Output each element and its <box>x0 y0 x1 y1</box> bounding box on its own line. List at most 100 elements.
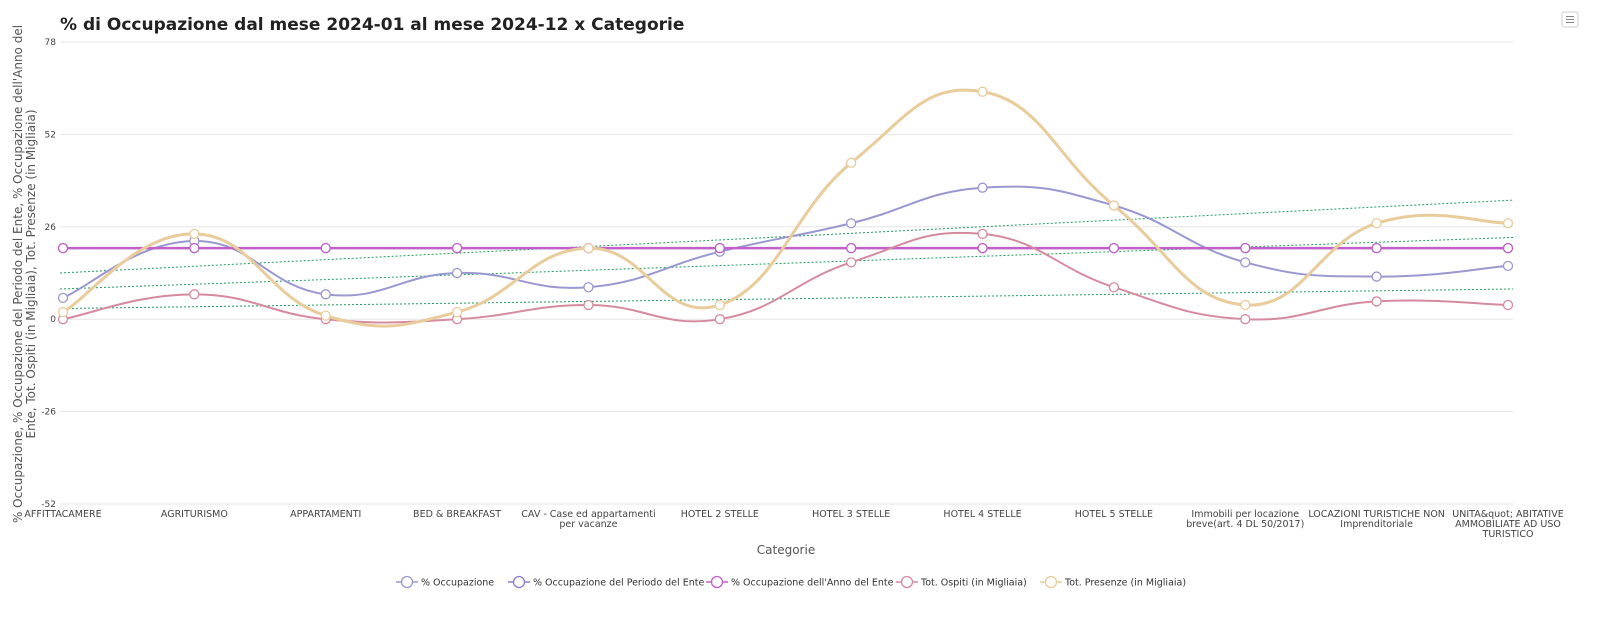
x-category-label: AGRITURISMO <box>161 509 228 520</box>
data-point[interactable] <box>189 228 200 240</box>
x-category-label: AFFITTACAMERE <box>24 509 101 520</box>
data-point[interactable] <box>977 86 988 97</box>
trendline <box>59 199 1514 274</box>
legend-label: % Occupazione <box>421 578 494 589</box>
x-category-label-line: CAV - Case ed appartamenti <box>521 509 655 520</box>
data-point[interactable] <box>1108 200 1120 211</box>
y-tick-label: 78 <box>45 38 57 48</box>
data-point[interactable] <box>451 267 463 279</box>
data-point[interactable] <box>451 306 463 318</box>
data-point[interactable] <box>1240 299 1251 311</box>
data-point[interactable] <box>1371 296 1382 307</box>
x-category-label-line: per vacanze <box>559 519 617 530</box>
x-category-label: HOTEL 4 STELLE <box>943 509 1021 520</box>
data-point[interactable] <box>451 242 463 254</box>
data-point[interactable] <box>57 242 69 254</box>
legend-item[interactable]: % Occupazione dell'Anno del Ente <box>706 575 894 589</box>
data-point[interactable] <box>1502 218 1514 229</box>
data-point[interactable] <box>320 242 331 254</box>
legend-marker <box>1044 575 1058 589</box>
data-point[interactable] <box>583 282 594 293</box>
x-category-label-line: TURISTICO <box>1482 529 1534 540</box>
x-category-label-line: UNITA&quot; ABITATIVE <box>1452 509 1563 520</box>
series-line <box>62 185 1509 299</box>
legend-label: % Occupazione dell'Anno del Ente <box>731 578 894 589</box>
x-category-label-line: HOTEL 5 STELLE <box>1075 509 1153 520</box>
data-point[interactable] <box>977 182 988 193</box>
data-point[interactable] <box>1108 242 1120 254</box>
x-axis-title: Categorie <box>757 543 815 557</box>
data-point[interactable] <box>320 310 331 321</box>
data-point[interactable] <box>1502 260 1514 272</box>
data-point[interactable] <box>714 314 725 325</box>
series-line <box>62 231 1509 324</box>
data-point[interactable] <box>189 242 200 254</box>
data-point[interactable] <box>846 242 857 254</box>
series-line <box>62 88 1509 328</box>
data-point[interactable] <box>846 257 857 268</box>
x-category-label-line: APPARTAMENTI <box>290 509 361 520</box>
data-point[interactable] <box>846 157 857 168</box>
y-axis-title: % Occupazione, % Occupazione del Periodo… <box>11 25 38 523</box>
x-category-label: HOTEL 2 STELLE <box>681 509 759 520</box>
series-5 <box>57 86 1514 328</box>
x-category-label: APPARTAMENTI <box>290 509 361 520</box>
y-axis-title-line-2: Ente, Tot. Ospiti (in Migliaia), Tot. Pr… <box>24 109 38 438</box>
data-point[interactable] <box>57 292 69 304</box>
legend-marker <box>512 575 526 589</box>
data-point[interactable] <box>57 306 69 318</box>
legend-item[interactable]: Tot. Ospiti (in Migliaia) <box>896 575 1027 589</box>
data-point[interactable] <box>1371 218 1382 229</box>
data-point[interactable] <box>1502 242 1514 254</box>
data-point[interactable] <box>1371 242 1382 254</box>
x-category-label: BED & BREAKFAST <box>413 509 501 520</box>
data-point[interactable] <box>189 289 200 300</box>
x-category-label-line: HOTEL 4 STELLE <box>943 509 1021 520</box>
data-point[interactable] <box>846 218 857 229</box>
legend-item[interactable]: % Occupazione <box>396 575 494 589</box>
y-tick-label: -52 <box>41 500 56 510</box>
x-category-label-line: AMMOBILIATE AD USO <box>1455 519 1561 530</box>
data-point[interactable] <box>714 242 725 254</box>
y-tick-label: 0 <box>50 315 56 325</box>
data-point[interactable] <box>1108 282 1120 293</box>
y-tick-label: 52 <box>45 130 56 140</box>
x-axis-categories: AFFITTACAMERE AGRITURISMO APPARTAMENTI BED … <box>24 509 1563 540</box>
data-point[interactable] <box>977 228 988 240</box>
data-point[interactable] <box>1240 257 1251 268</box>
x-category-label: HOTEL 5 STELLE <box>1075 509 1153 520</box>
x-category-label-line: Imprenditoriale <box>1340 519 1413 530</box>
x-category-label-line: HOTEL 3 STELLE <box>812 509 890 520</box>
x-category-label-line: Immobili per locazione <box>1191 509 1299 520</box>
x-category-label: HOTEL 3 STELLE <box>812 509 890 520</box>
data-point[interactable] <box>320 289 331 300</box>
data-point[interactable] <box>977 242 988 254</box>
y-tick-label: 26 <box>45 223 57 233</box>
x-category-label-line: breve(art. 4 DL 50/2017) <box>1186 519 1304 530</box>
x-category-label-line: AGRITURISMO <box>161 509 228 520</box>
legend-marker <box>710 575 724 589</box>
data-point[interactable] <box>1240 314 1251 325</box>
x-category-label-line: AFFITTACAMERE <box>24 509 101 520</box>
series-3 <box>57 242 1514 254</box>
data-point[interactable] <box>583 242 594 254</box>
trendline <box>59 288 1514 310</box>
x-category-label-line: LOCAZIONI TURISTICHE NON <box>1308 509 1445 520</box>
data-point[interactable] <box>583 299 594 311</box>
data-point[interactable] <box>1371 271 1382 282</box>
y-axis-ticks: 78 52 26 0 -26 -52 <box>41 38 56 510</box>
data-point[interactable] <box>1502 299 1514 311</box>
legend-item[interactable]: % Occupazione del Periodo del Ente <box>508 575 704 589</box>
data-point[interactable] <box>714 299 725 311</box>
legend-label: Tot. Presenze (in Migliaia) <box>1064 578 1186 589</box>
data-point[interactable] <box>1240 242 1251 254</box>
chart-menu-button[interactable] <box>1561 11 1579 28</box>
legend-item[interactable]: Tot. Presenze (in Migliaia) <box>1040 575 1186 589</box>
y-axis-title-line-1: % Occupazione, % Occupazione del Periodo… <box>11 25 25 523</box>
legend-marker <box>900 575 914 589</box>
